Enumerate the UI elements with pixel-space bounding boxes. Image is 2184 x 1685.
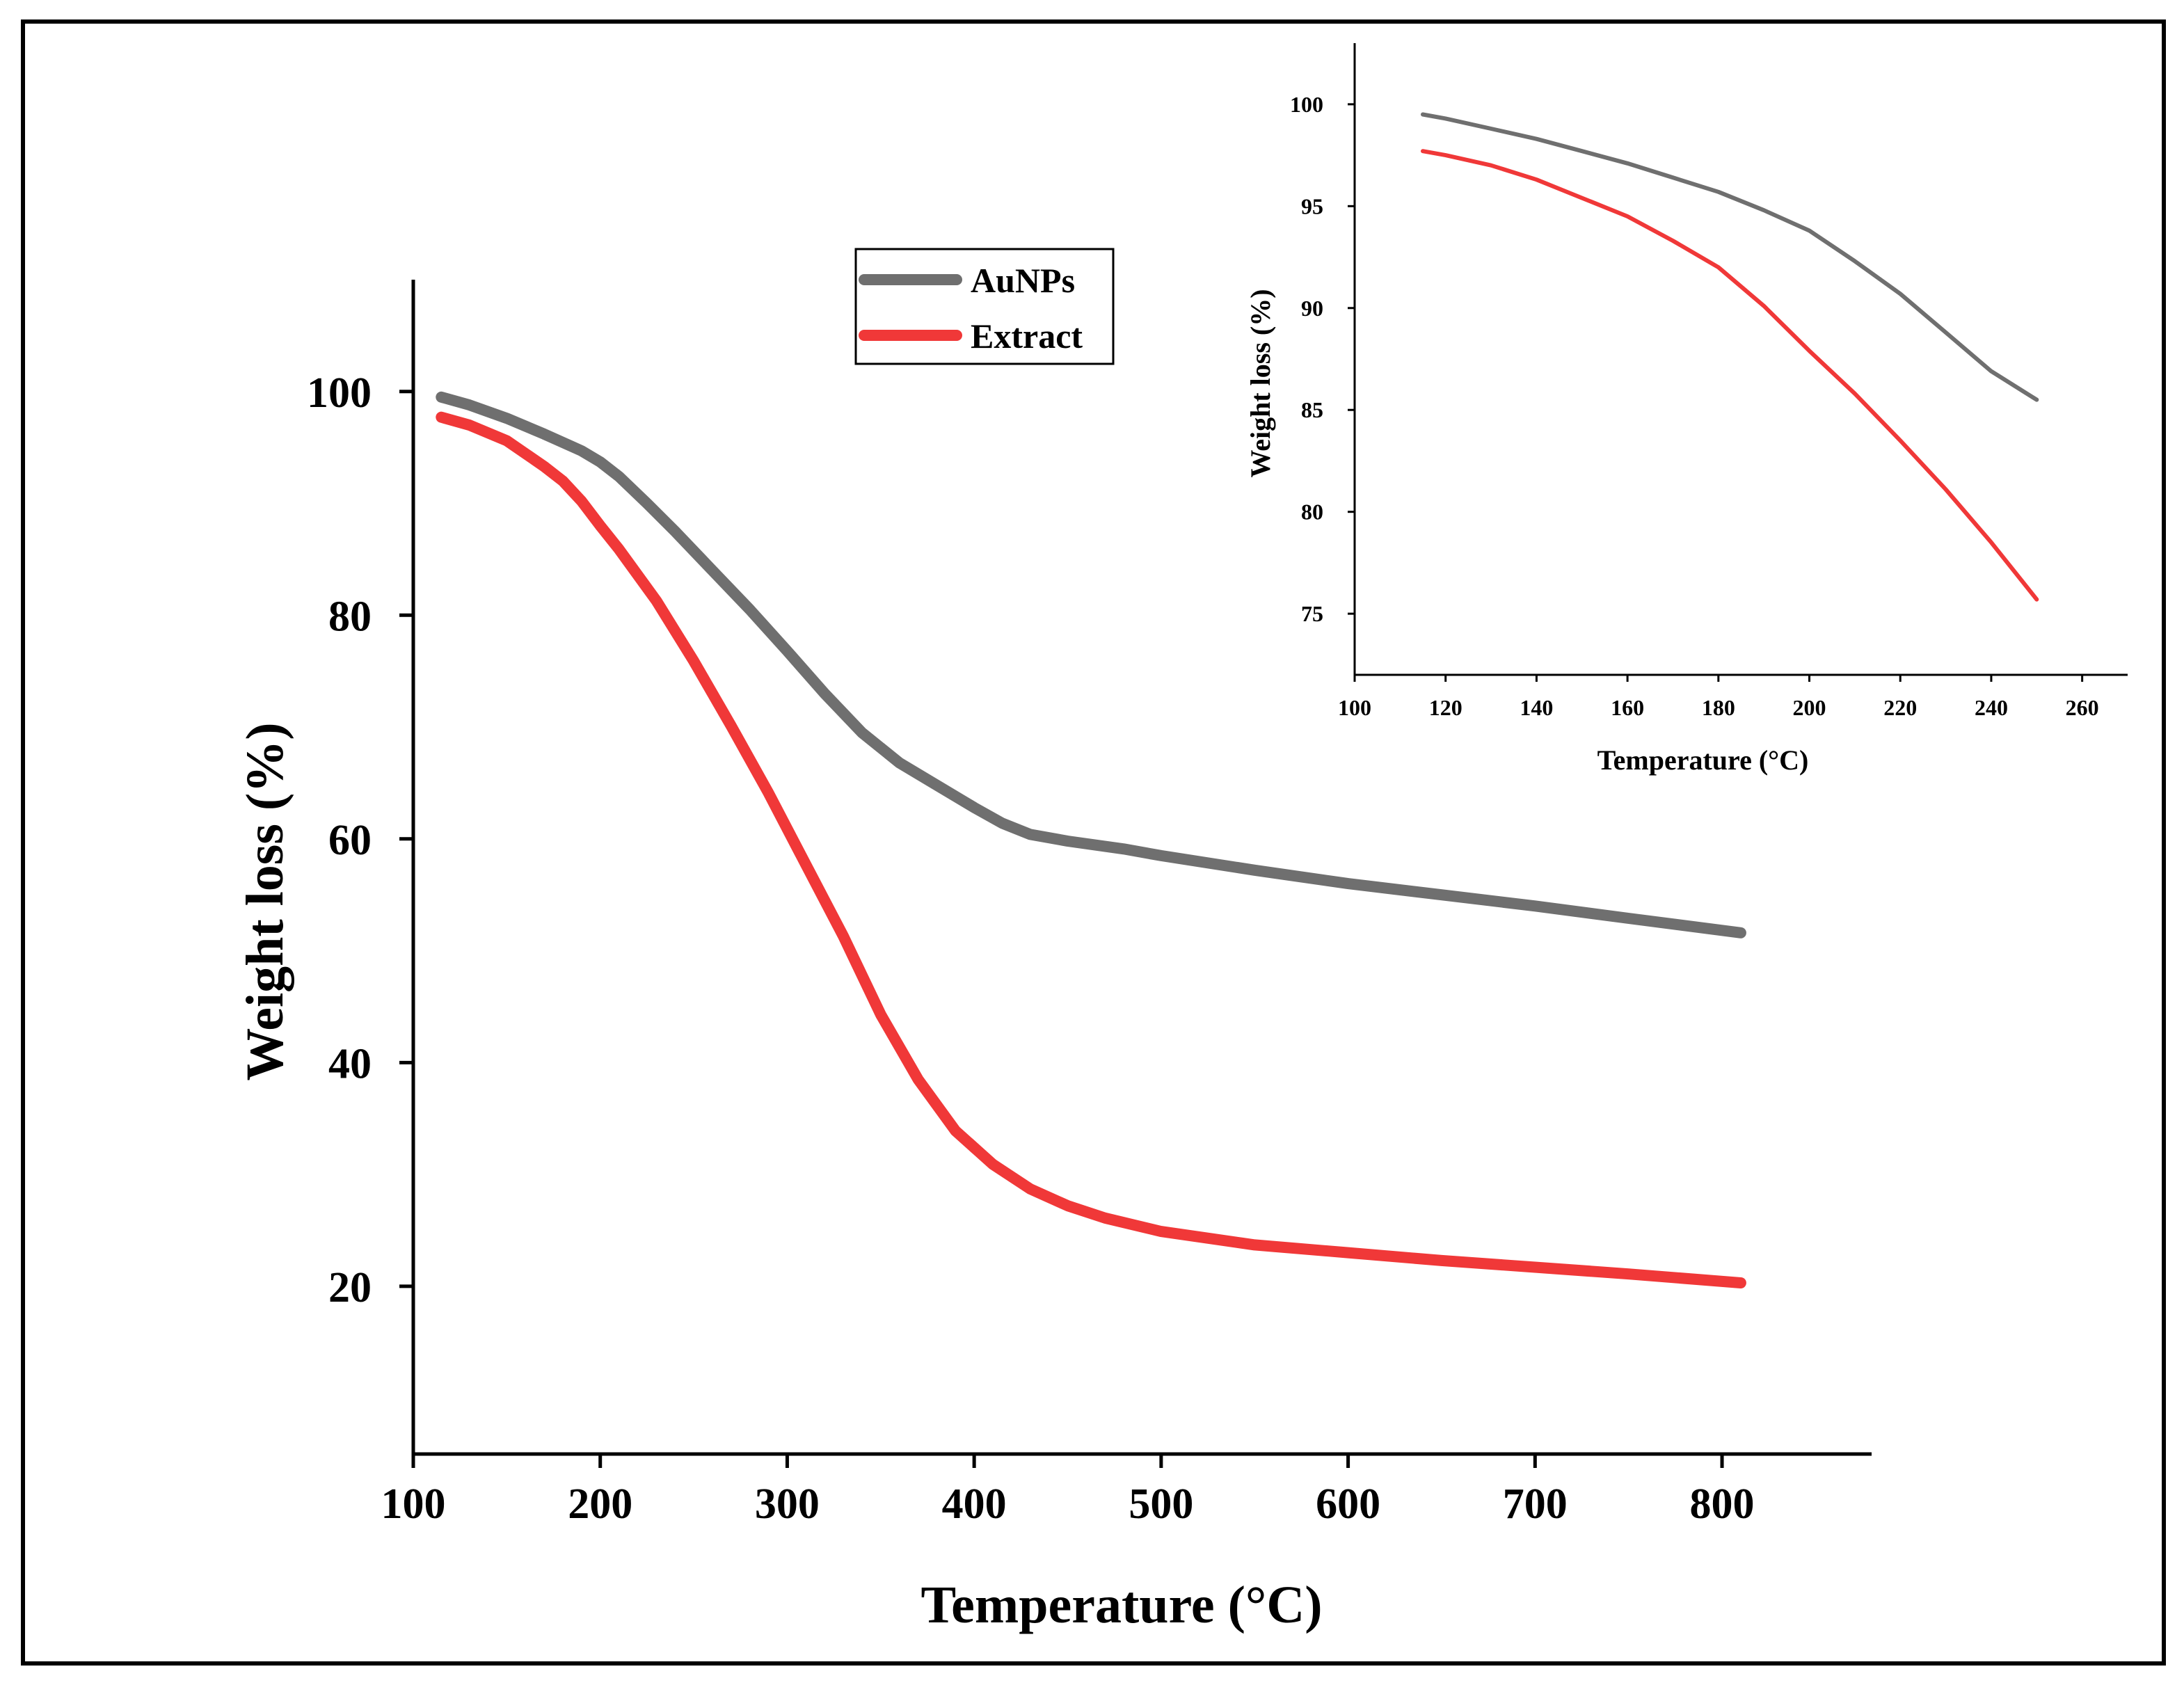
x-tick-label: 200	[1793, 695, 1826, 720]
y-tick-label: 80	[328, 593, 372, 640]
y-tick-label: 40	[328, 1040, 372, 1087]
x-tick-label: 140	[1520, 695, 1553, 720]
series-line-extract	[436, 411, 1746, 1288]
x-tick-label: 100	[1338, 695, 1371, 720]
y-tick-label: 100	[1290, 92, 1323, 117]
legend-box	[854, 248, 1115, 365]
x-tick-label: 120	[1429, 695, 1462, 720]
x-tick-label: 240	[1975, 695, 2008, 720]
x-tick-label: 200	[568, 1480, 632, 1528]
y-tick-label: 75	[1301, 601, 1323, 626]
x-tick-label: 220	[1883, 695, 1917, 720]
x-tick-label: 600	[1316, 1480, 1380, 1528]
x-tick-label: 100	[381, 1480, 446, 1528]
x-tick-label: 400	[942, 1480, 1007, 1528]
series-line-extract	[1421, 149, 2039, 602]
series-line-aunps	[1421, 112, 2039, 402]
x-tick-label: 700	[1503, 1480, 1568, 1528]
y-tick-label: 20	[328, 1264, 372, 1311]
x-axis-label: Temperature (°C)	[1597, 744, 1809, 776]
x-tick-label: 800	[1690, 1480, 1755, 1528]
y-tick-label: 60	[328, 817, 372, 864]
legend: AuNPs Extract	[854, 248, 1115, 365]
x-tick-label: 500	[1129, 1480, 1193, 1528]
y-tick-label: 85	[1301, 397, 1323, 422]
y-tick-label: 100	[307, 369, 372, 417]
x-tick-label: 160	[1611, 695, 1644, 720]
figure-border	[21, 19, 2166, 1666]
legend-label-extract: Extract	[971, 317, 1083, 356]
x-tick-label: 260	[2066, 695, 2099, 720]
x-tick-label: 180	[1702, 695, 1735, 720]
x-axis-label: Temperature (°C)	[920, 1576, 1322, 1634]
x-tick-label: 300	[755, 1480, 820, 1528]
series-line-aunps	[436, 391, 1746, 939]
y-tick-label: 80	[1301, 500, 1323, 525]
inset-chart: 100 120 140 160 180 200 220 240 260 75 80 85 90 95 100…	[1245, 43, 2128, 776]
legend-label-aunps: AuNPs	[971, 261, 1075, 300]
y-axis-label: Weight loss (%)	[1245, 289, 1276, 477]
y-tick-label: 90	[1301, 296, 1323, 321]
y-axis-label: Weight loss (%)	[236, 722, 294, 1080]
y-tick-label: 95	[1301, 193, 1323, 218]
main-chart: 100 200 300 400 500 600 700 800 20 40 60 80 100 Tempe…	[236, 280, 1872, 1634]
